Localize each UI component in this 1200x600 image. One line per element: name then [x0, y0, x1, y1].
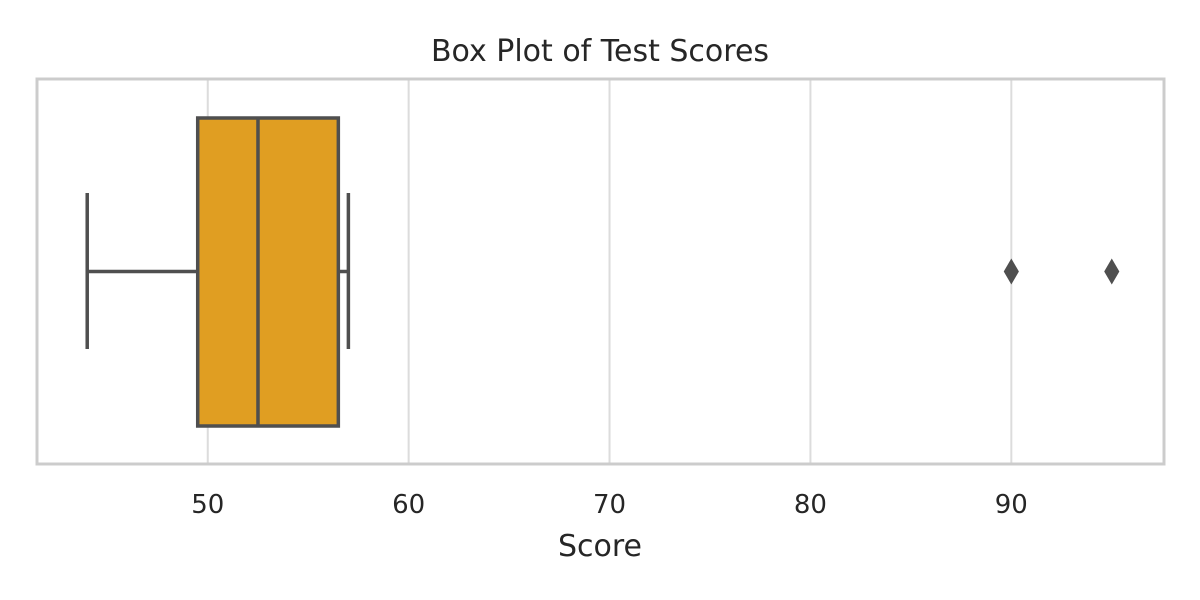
outlier-point-1	[1003, 258, 1019, 285]
x-tick-label-50: 50	[191, 490, 224, 520]
x-tick-label-90: 90	[995, 490, 1028, 520]
plot-frame	[35, 77, 1166, 466]
box-plot	[85, 116, 351, 428]
x-tick-label-60: 60	[392, 490, 425, 520]
iqr-box	[195, 116, 341, 428]
x-tick-label-70: 70	[593, 490, 626, 520]
x-tick-labels: 50 60 70 80 90	[191, 490, 1028, 520]
outliers	[1003, 258, 1120, 285]
chart-title: Box Plot of Test Scores	[431, 34, 769, 69]
x-axis-label: Score	[558, 529, 642, 564]
outlier-point-2	[1104, 258, 1120, 285]
x-tick-label-80: 80	[794, 490, 827, 520]
